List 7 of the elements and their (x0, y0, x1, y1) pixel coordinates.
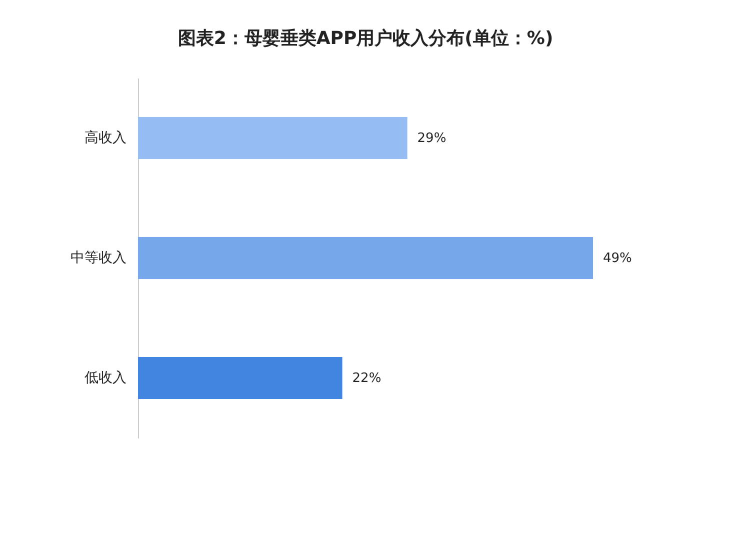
y-tick-label: 低收入 (84, 370, 126, 386)
chart-title: 图表2：母婴垂类APP用户收入分布(单位：%) (178, 28, 554, 49)
y-tick-label: 中等收入 (70, 250, 126, 266)
data-label: 49% (603, 251, 632, 266)
data-label: 29% (417, 131, 446, 146)
y-tick-label: 高收入 (84, 130, 126, 146)
data-label: 22% (352, 371, 382, 386)
